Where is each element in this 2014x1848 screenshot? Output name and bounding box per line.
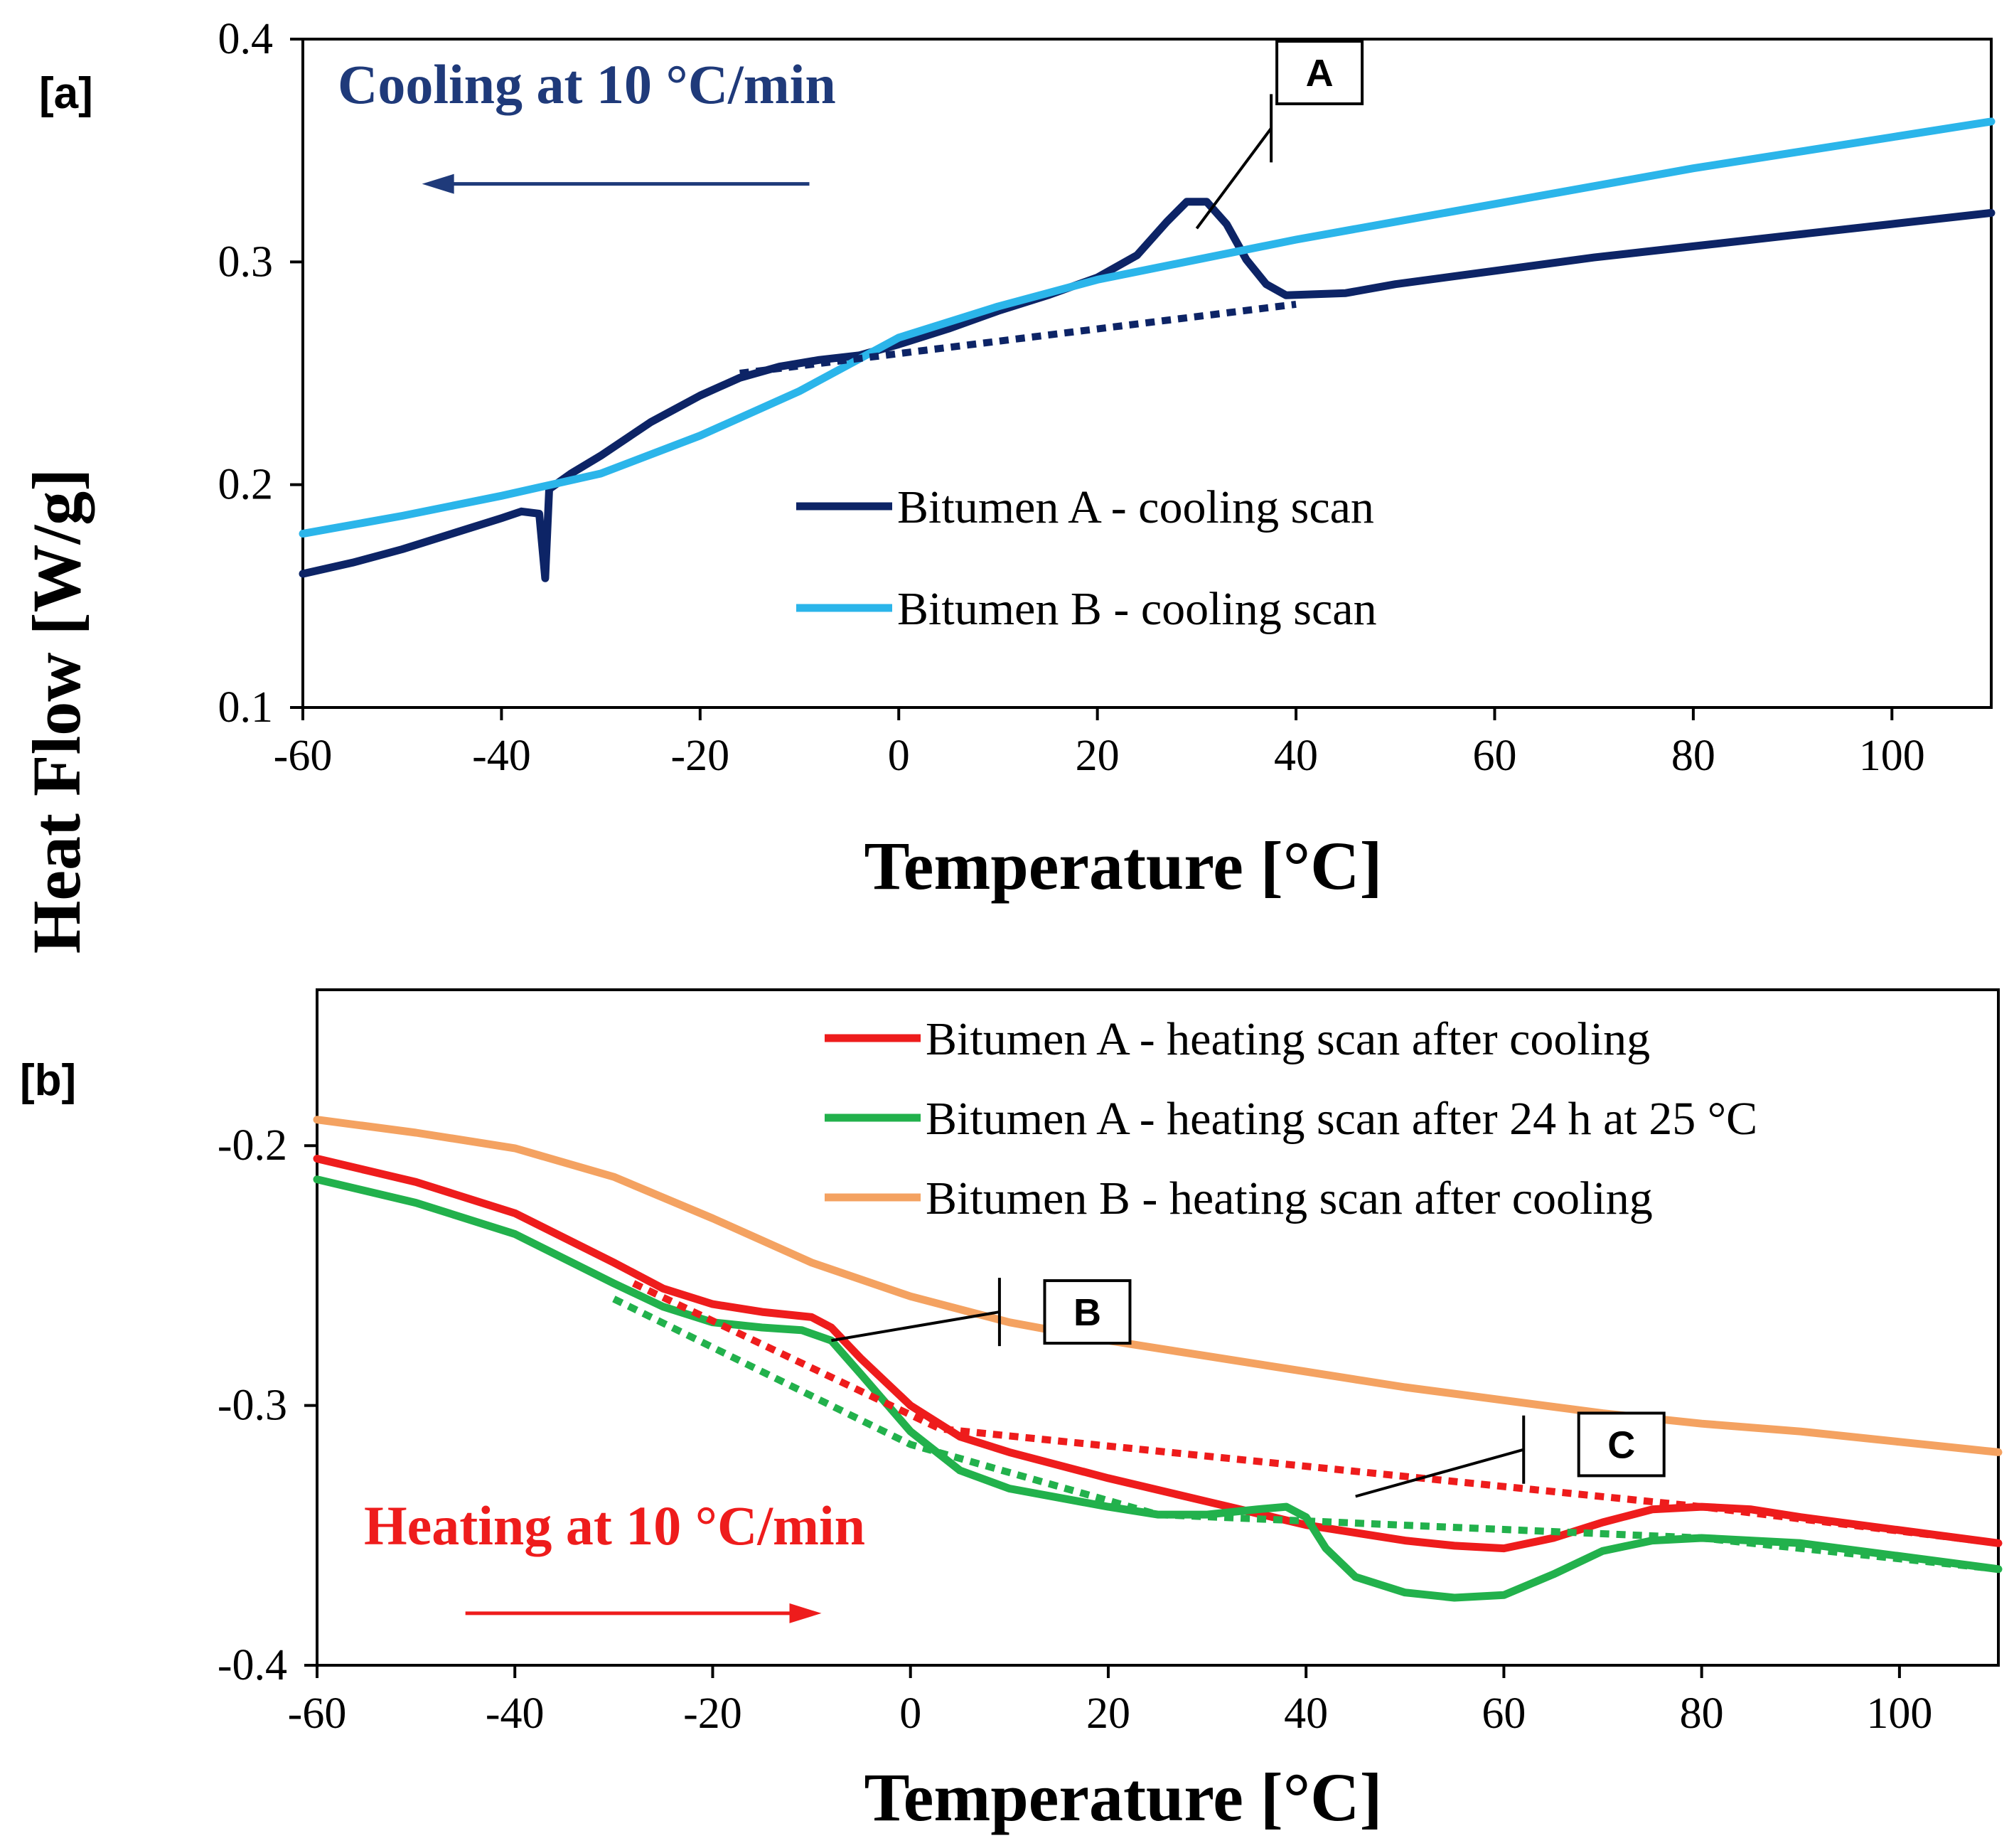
- callout-b-label: B: [1073, 1291, 1101, 1334]
- panel-b-series-0-line: [313, 1155, 2003, 1553]
- callout-c-leader: [1355, 1448, 1524, 1498]
- panel-a-x-tick-label: 60: [1472, 732, 1516, 780]
- panel-b-plot-frame: [316, 988, 2000, 1667]
- panel-a-rate-annotation: Cooling at 10 °C/min: [338, 53, 836, 115]
- callout-a-leader: [1195, 127, 1273, 230]
- panel-a-x-tick-label: 40: [1274, 732, 1318, 780]
- panel-a-y-tick-label: 0.3: [218, 237, 274, 286]
- panel-a-series-1-line: [299, 117, 1996, 538]
- panel-b-series-4-baseline: [612, 1296, 1999, 1573]
- panel-a-plot-frame: [301, 38, 1993, 709]
- panel-a-y-tick-label: 0.4: [218, 15, 274, 63]
- panel-a-x-tick-label: 0: [888, 732, 910, 780]
- callout-a-label: A: [1306, 52, 1334, 95]
- panel-b-legend: Bitumen A - heating scan after cooling B…: [825, 1013, 1757, 1224]
- panel-b-y-tick-label: -0.2: [218, 1121, 287, 1170]
- panel-b-x-tick-label: -60: [288, 1689, 347, 1738]
- panel-a-arrow-head: [422, 173, 454, 194]
- panel-a-series-layer: [299, 117, 1996, 582]
- callout-c-label: C: [1607, 1424, 1635, 1466]
- panel-b-label: [b]: [20, 1056, 76, 1105]
- callout-b-leader: [831, 1310, 1000, 1342]
- legend-entry-bitumen-b-heating: Bitumen B - heating scan after cooling: [926, 1173, 1653, 1224]
- panel-a-direction-arrow: [422, 173, 810, 194]
- panel-b-x-axis-title: Temperature [°C]: [864, 1759, 1383, 1835]
- panel-a-label: [a]: [39, 69, 93, 118]
- panel-b-callouts-layer: BC: [831, 1278, 1666, 1498]
- panel-b-series-2-line: [313, 1116, 2003, 1456]
- panel-b-arrow-head: [789, 1603, 822, 1623]
- legend-entry-bitumen-a-24h: Bitumen A - heating scan after 24 h at 2…: [926, 1093, 1757, 1145]
- y-axis-title: Heat Flow [W/g]: [18, 469, 95, 954]
- callout-b-box: [1043, 1279, 1132, 1345]
- panel-b-y-tick-label: -0.3: [218, 1382, 287, 1430]
- panel-b-y-tick-label: -0.4: [218, 1641, 287, 1689]
- callout-c-box: [1577, 1411, 1666, 1478]
- panel-b-x-tick-label: -40: [486, 1689, 545, 1738]
- panel-a-x-tick-label: -40: [472, 732, 531, 780]
- panel-b-direction-arrow: [465, 1603, 822, 1623]
- panel-b-x-tick-label: 100: [1866, 1689, 1932, 1738]
- panel-a-x-axis-title: Temperature [°C]: [864, 828, 1383, 904]
- panel-a-x-tick-label: -20: [670, 732, 729, 780]
- panel-a-legend: Bitumen A - cooling scan Bitumen B - coo…: [796, 481, 1377, 635]
- panel-a-x-tick-label: 80: [1671, 732, 1715, 780]
- panel-a-callouts-layer: A: [1195, 40, 1364, 230]
- panel-a-x-tick-label: 100: [1859, 732, 1925, 780]
- panel-a-series-2-baseline: [739, 300, 1297, 377]
- panel-b-x-tick-label: 20: [1086, 1689, 1130, 1738]
- panel-a-y-tick-label: 0.1: [218, 683, 274, 732]
- panel-b-series-layer: [313, 1116, 2003, 1602]
- panel-a-y-tick-label: 0.2: [218, 461, 274, 509]
- panel-a-x-tick-label: 20: [1076, 732, 1120, 780]
- legend-entry-bitumen-a-cooling: Bitumen A - cooling scan: [897, 481, 1374, 533]
- panel-a-series-0-line: [299, 198, 1996, 582]
- panel-b-chart: [b] -60 -40 -20 0 20 40 60 80 100-0.4-0.3-0.2 BC…: [20, 988, 2003, 1835]
- legend-entry-bitumen-b-cooling: Bitumen B - cooling scan: [897, 583, 1377, 635]
- callout-a-box: [1275, 40, 1364, 105]
- panel-b-x-tick-label: -20: [683, 1689, 742, 1738]
- panel-a-ticks-layer: -60 -40 -20 0 20 40 60 80 100 0.1 0.2 0.3 0.4: [218, 15, 1925, 780]
- panel-b-ticks-layer: -60 -40 -20 0 20 40 60 80 100 -0.4 -0.3 -0.2: [218, 1121, 1933, 1738]
- panel-b-rate-annotation: Heating at 10 °C/min: [364, 1495, 865, 1556]
- legend-entry-bitumen-a-heating: Bitumen A - heating scan after cooling: [926, 1013, 1650, 1065]
- panel-b-x-tick-label: 80: [1680, 1689, 1724, 1738]
- panel-a-x-tick-label: -60: [274, 732, 333, 780]
- panel-b-x-tick-label: 40: [1284, 1689, 1328, 1738]
- panel-b-series-3-baseline: [632, 1280, 1999, 1547]
- panel-b-x-tick-label: 60: [1482, 1689, 1526, 1738]
- panel-b-x-tick-label: 0: [899, 1689, 921, 1738]
